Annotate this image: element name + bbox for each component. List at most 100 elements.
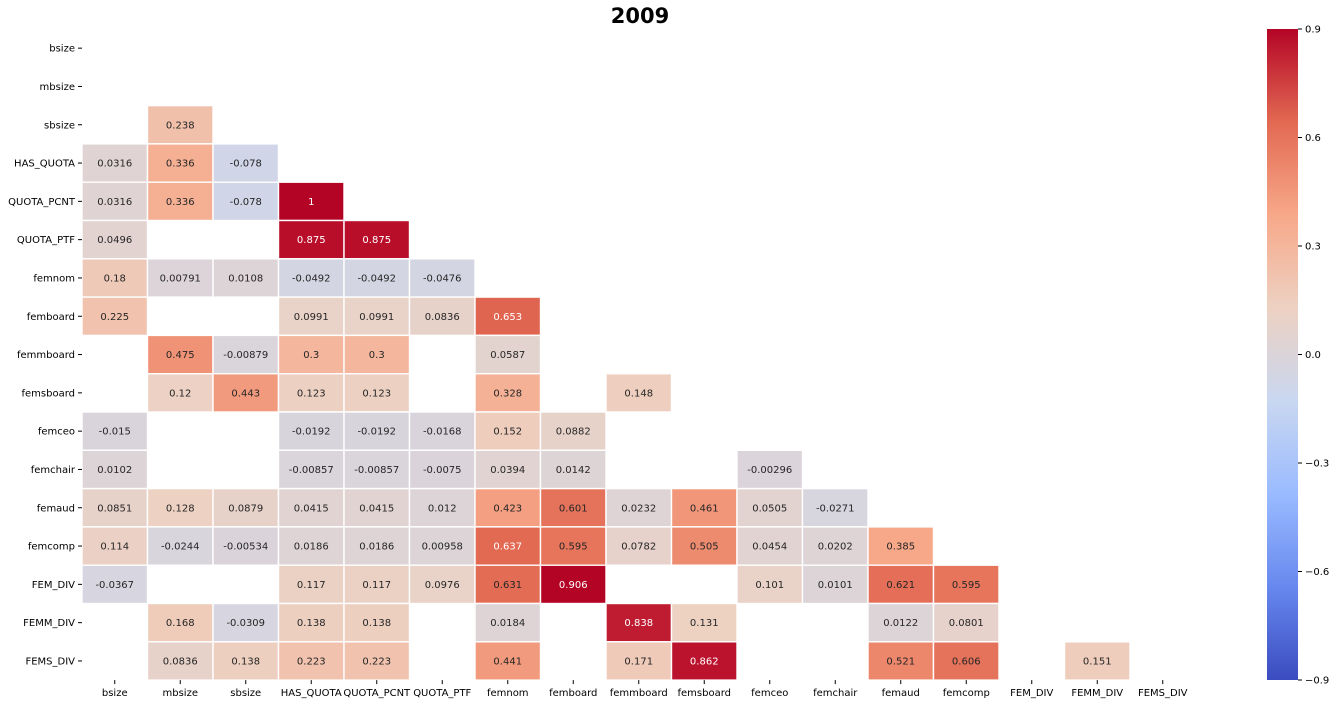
colorbar: −0.9 −0.6 −0.3 0.0 0.3 0.6 0.9 bbox=[1267, 25, 1329, 687]
x-tick-label: bsize bbox=[102, 688, 128, 699]
cell-value-label: 0.0186 bbox=[359, 542, 394, 553]
heatmap-cell bbox=[670, 602, 738, 643]
y-tick-label: QUOTA_PCNT bbox=[8, 197, 76, 208]
cell-value-label: 0.0102 bbox=[97, 465, 132, 476]
x-tick-label: FEMM_DIV bbox=[1071, 688, 1123, 699]
cell-value-label: 0.862 bbox=[690, 656, 719, 667]
cell-value-label: 0.0316 bbox=[97, 159, 132, 170]
y-tick-label: sbsize bbox=[44, 120, 75, 131]
heatmap-cell bbox=[343, 449, 411, 490]
y-tick-label: FEMM_DIV bbox=[23, 618, 75, 629]
heatmap-cell bbox=[474, 296, 542, 337]
y-tick-label: mbsize bbox=[40, 82, 75, 93]
cell-value-label: 0.595 bbox=[952, 580, 981, 591]
cell-value-label: 0.0991 bbox=[294, 312, 329, 323]
heatmap-cell bbox=[81, 143, 149, 183]
heatmap-cell bbox=[146, 373, 214, 413]
cell-value-label: 0.0976 bbox=[425, 580, 460, 591]
heatmap-cell bbox=[670, 526, 738, 566]
heatmap-cell bbox=[146, 258, 214, 298]
heatmap-cell bbox=[343, 602, 411, 643]
cell-value-label: 0.18 bbox=[104, 273, 126, 284]
cell-value-label: 0.171 bbox=[624, 656, 653, 667]
cell-value-label: 0.521 bbox=[886, 656, 915, 667]
cell-value-label: -0.078 bbox=[230, 159, 262, 170]
cell-value-label: 0.0882 bbox=[556, 427, 591, 438]
cell-value-label: 0.601 bbox=[559, 503, 588, 514]
heatmap-cell bbox=[932, 602, 1000, 643]
cell-value-label: -0.0168 bbox=[423, 427, 462, 438]
heatmap-cell bbox=[539, 449, 607, 490]
x-tick-label: mbsize bbox=[163, 688, 198, 699]
heatmap-cell bbox=[474, 487, 542, 528]
cell-value-label: 0.0505 bbox=[752, 503, 787, 514]
heatmap-cell bbox=[277, 296, 345, 337]
cell-value-label: -0.015 bbox=[99, 427, 131, 438]
x-tick-label: femboard bbox=[549, 688, 597, 699]
y-tick-label: femaud bbox=[37, 503, 75, 514]
heatmap-cell bbox=[1063, 641, 1131, 681]
cell-value-label: 0.505 bbox=[690, 542, 719, 553]
y-tick-label: FEMS_DIV bbox=[25, 656, 75, 667]
heatmap-cell bbox=[277, 487, 345, 528]
heatmap-cell bbox=[343, 219, 411, 260]
heatmap-cell bbox=[474, 641, 542, 681]
heatmap-cell bbox=[932, 564, 1000, 605]
cell-value-label: 0.621 bbox=[886, 580, 915, 591]
heatmap-cell bbox=[212, 181, 280, 222]
cell-value-label: 0.443 bbox=[231, 388, 260, 399]
heatmap-cell bbox=[146, 526, 214, 566]
cell-value-label: 0.637 bbox=[493, 542, 522, 553]
cell-value-label: -0.078 bbox=[230, 197, 262, 208]
cell-value-label: 0.0415 bbox=[294, 503, 329, 514]
y-tick-label: bsize bbox=[49, 44, 75, 55]
cell-value-label: 0.838 bbox=[624, 618, 653, 629]
heatmap-cell bbox=[801, 564, 869, 605]
cell-value-label: 0.0991 bbox=[359, 312, 394, 323]
cell-value-label: 0.0186 bbox=[294, 542, 329, 553]
cell-value-label: 0.653 bbox=[493, 312, 522, 323]
heatmap-cell bbox=[146, 104, 214, 145]
y-tick-label: femceo bbox=[38, 427, 75, 438]
colorbar-gradient bbox=[1267, 29, 1298, 680]
colorbar-tick-label: −0.9 bbox=[1305, 676, 1329, 687]
heatmap-cell bbox=[81, 564, 149, 605]
cell-value-label: 0.3 bbox=[369, 350, 385, 361]
heatmap-cell bbox=[212, 258, 280, 298]
cell-value-label: -0.00879 bbox=[223, 350, 268, 361]
cell-value-label: 0.0142 bbox=[556, 465, 591, 476]
cell-value-label: 0.0836 bbox=[163, 656, 198, 667]
cell-value-label: 0.123 bbox=[362, 388, 391, 399]
cell-value-label: 0.148 bbox=[624, 388, 653, 399]
heatmap-cell bbox=[81, 526, 149, 566]
heatmap-cell bbox=[343, 296, 411, 337]
colorbar-tick-label: 0.9 bbox=[1305, 25, 1321, 36]
x-tick-label: femchair bbox=[813, 688, 858, 699]
cell-value-label: 0.168 bbox=[166, 618, 195, 629]
y-axis: bsize mbsize sbsize HAS_QUOTA QUOTA_PCNT QUOT… bbox=[8, 44, 82, 667]
cell-value-label: 0.238 bbox=[166, 120, 195, 131]
cell-value-label: 0.3 bbox=[303, 350, 319, 361]
y-tick-label: QUOTA_PTF bbox=[17, 235, 75, 246]
heatmap-cell bbox=[670, 641, 738, 681]
x-tick-label: femceo bbox=[751, 688, 788, 699]
cell-value-label: 0.223 bbox=[297, 656, 326, 667]
cell-value-label: 0.0316 bbox=[97, 197, 132, 208]
cell-value-label: -0.0271 bbox=[816, 503, 855, 514]
heatmap-cell bbox=[212, 487, 280, 528]
cell-value-label: 1 bbox=[308, 197, 314, 208]
cell-value-label: 0.441 bbox=[493, 656, 522, 667]
cell-value-label: 0.012 bbox=[428, 503, 457, 514]
heatmap-cell bbox=[670, 487, 738, 528]
heatmap-cell bbox=[343, 411, 411, 451]
x-tick-label: femcomp bbox=[943, 688, 990, 699]
heatmap-cells: 0.238 0.0316 0.336 -0.078 0.0316 0.336 -0.078 1… bbox=[81, 104, 1131, 681]
heatmap-cell bbox=[539, 564, 607, 605]
y-tick-label: femchair bbox=[31, 465, 76, 476]
cell-value-label: -0.0492 bbox=[292, 273, 331, 284]
cell-value-label: 0.0122 bbox=[883, 618, 918, 629]
x-tick-label: FEM_DIV bbox=[1010, 688, 1053, 699]
chart-title: 2009 bbox=[611, 4, 669, 28]
cell-value-label: 0.336 bbox=[166, 197, 195, 208]
